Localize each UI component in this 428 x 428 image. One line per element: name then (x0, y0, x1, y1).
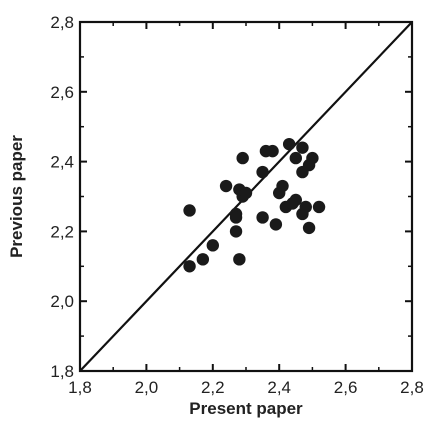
data-point (306, 151, 319, 165)
data-point (276, 179, 289, 193)
x-tick-label: 1,8 (68, 378, 92, 397)
data-point (239, 186, 253, 200)
data-point (256, 165, 269, 179)
axis-tick-labels: 1,8 2,0 2,2 2,4 2,6 2,8 1,8 2,0 2,2 2,4 2,6 2,8 (50, 13, 423, 397)
y-tick-label: 2,4 (50, 153, 74, 172)
y-tick-label: 2,8 (50, 13, 74, 32)
x-tick-label: 2,8 (400, 378, 424, 397)
y-tick-label: 1,8 (50, 362, 74, 381)
data-point (183, 204, 196, 217)
data-point (256, 211, 269, 224)
x-tick-label: 2,0 (135, 378, 159, 397)
data-point (183, 260, 196, 273)
data-point (282, 137, 296, 151)
axis-ticks (79, 21, 413, 372)
data-point (233, 253, 246, 266)
data-point (229, 211, 243, 224)
data-point (296, 141, 309, 154)
y-tick-label: 2,0 (50, 292, 74, 311)
data-point (206, 239, 219, 252)
data-point (229, 225, 243, 238)
x-tick-label: 2,4 (267, 378, 291, 397)
x-axis-title: Present paper (189, 399, 303, 418)
data-point (266, 144, 279, 158)
data-point (289, 193, 302, 207)
x-tick-label: 2,2 (201, 378, 225, 397)
y-tick-label: 2,6 (50, 83, 74, 102)
data-point (289, 151, 302, 165)
data-point (312, 200, 326, 214)
data-point (269, 218, 283, 231)
x-tick-label: 2,6 (334, 378, 358, 397)
y-tick-label: 2,2 (50, 222, 74, 241)
data-point (196, 253, 210, 266)
data-point (236, 151, 249, 165)
data-point (302, 221, 316, 235)
data-point (299, 200, 312, 214)
data-points (183, 137, 326, 273)
data-point (219, 179, 233, 193)
y-axis-title: Previous paper (7, 135, 26, 258)
